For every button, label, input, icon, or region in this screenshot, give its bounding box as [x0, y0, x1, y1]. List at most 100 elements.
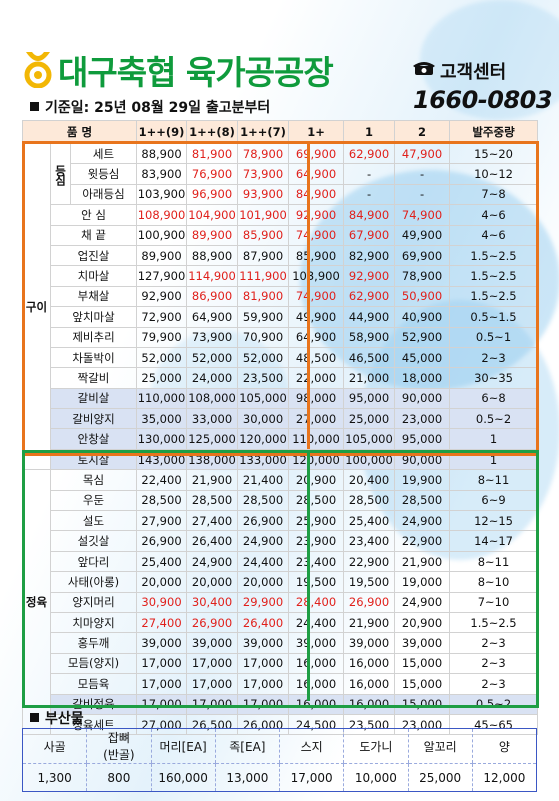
- order-weight-cell: 1.5~2.5: [449, 611, 539, 634]
- item-name: 윗등심: [69, 163, 138, 185]
- price-cell: 90,000: [394, 387, 451, 410]
- price-cell: 85,900: [237, 224, 290, 246]
- item-name: 짝갈비: [49, 367, 138, 389]
- byproduct-header: 양: [471, 728, 537, 764]
- table-row: 홍두깨 39,000 39,000 39,000 39,000 39,000 39,000 2…: [23, 632, 539, 654]
- price-cell: 130,000: [136, 428, 188, 450]
- table-row: 업진살 89,900 88,900 87,900 85,900 82,900 69,900 1…: [23, 244, 539, 267]
- price-cell: 92,900: [136, 285, 188, 308]
- item-name: 갈비양지: [49, 408, 138, 430]
- price-cell: 24,900: [186, 550, 239, 573]
- phone-icon: [413, 62, 435, 75]
- byproduct-header: 스지: [278, 728, 344, 764]
- price-cell: 59,900: [237, 306, 290, 328]
- price-cell: 15,000: [394, 673, 451, 695]
- order-weight-cell: 6~9: [449, 489, 539, 512]
- order-weight-cell: 0.5~2: [449, 408, 539, 430]
- byproduct-header: 도가니: [343, 728, 408, 764]
- order-weight-cell: 7~10: [449, 591, 539, 613]
- price-cell: 39,000: [237, 632, 290, 654]
- price-cell: 16,000: [288, 673, 345, 695]
- price-cell: 35,000: [136, 408, 188, 430]
- price-cell: 92,900: [288, 204, 345, 226]
- price-cell: 86,900: [186, 285, 239, 308]
- price-cell: 27,900: [136, 510, 188, 532]
- price-cell: 88,900: [186, 244, 239, 267]
- price-cell: 72,900: [136, 306, 188, 328]
- item-name: 우둔: [49, 489, 138, 512]
- price-cell: 78,900: [237, 142, 290, 165]
- price-cell: 16,000: [288, 652, 345, 675]
- price-cell: 47,900: [394, 142, 451, 165]
- table-row: 짝갈비 25,000 24,000 23,500 22,000 21,000 18,000 3…: [23, 367, 539, 389]
- price-cell: 74,900: [288, 285, 345, 308]
- item-name: 앞다리: [49, 550, 138, 573]
- table-row: 정육 목심 22,400 21,900 21,400 20,900 20,400 19,900…: [22, 469, 539, 736]
- table-row: 앞치마살 72,900 64,900 59,900 49,900 44,900 40,900…: [23, 306, 539, 328]
- item-name: 토시살: [49, 448, 138, 471]
- byproduct-header: 머리[EA]: [150, 728, 216, 764]
- price-cell: 24,000: [186, 367, 239, 389]
- gui-divider: [307, 143, 310, 449]
- order-weight-cell: 4~6: [449, 224, 539, 246]
- table-row: 차돌박이 52,000 52,000 52,000 48,500 46,500 45,000…: [23, 346, 539, 369]
- order-weight-cell: 8~11: [449, 550, 539, 573]
- price-cell: 21,000: [343, 367, 396, 389]
- order-weight-cell: 0.5~2: [449, 693, 539, 715]
- price-cell: 20,000: [186, 571, 239, 593]
- price-cell: 23,000: [394, 408, 451, 430]
- table-row: 윗등심 83,900 76,900 73,900 64,900- -10~12: [23, 163, 539, 185]
- price-cell: -: [394, 183, 451, 206]
- price-cell: 28,500: [136, 489, 188, 512]
- table-row: 아래등심 103,900 96,900 93,900 84,900- -7~8: [23, 183, 539, 206]
- subgroup-label-deungsim: 등심: [50, 142, 71, 206]
- price-cell: 17,000: [186, 652, 239, 675]
- order-weight-cell: 2~3: [449, 632, 539, 654]
- price-cell: 103,900: [136, 183, 188, 206]
- order-weight-cell: 1: [449, 448, 539, 471]
- group-label-jeongyuk: 정육: [22, 469, 51, 736]
- price-cell: 98,000: [288, 387, 345, 410]
- price-cell: 108,900: [136, 204, 188, 226]
- price-cell: 95,000: [343, 387, 396, 410]
- order-weight-cell: 1.5~2.5: [449, 244, 539, 267]
- price-cell: 30,000: [237, 408, 290, 430]
- price-cell: 19,000: [394, 571, 451, 593]
- price-cell: 87,900: [237, 244, 290, 267]
- price-cell: 104,900: [186, 204, 239, 226]
- price-cell: 96,900: [186, 183, 239, 206]
- price-cell: 73,900: [237, 163, 290, 185]
- byproduct-price: 12,000: [471, 763, 537, 792]
- item-name: 모듬육: [49, 673, 138, 695]
- brand-title: 대구축협 육가공공장: [58, 53, 334, 92]
- price-cell: 44,900: [343, 306, 396, 328]
- item-name: 모듬(양지): [49, 652, 138, 675]
- price-cell: 20,000: [136, 571, 188, 593]
- table-row: 갈비양지 35,000 33,000 30,000 27,000 25,000 23,000…: [23, 408, 539, 430]
- table-row: 치마살 127,900 114,900 111,900 103,900 92,900 78,…: [23, 265, 539, 287]
- group-label-gui: 구이: [22, 142, 51, 471]
- item-name: 설도: [49, 510, 138, 532]
- price-cell: 22,000: [288, 367, 345, 389]
- price-cell: 108,000: [186, 387, 239, 410]
- price-cell: 16,000: [343, 652, 396, 675]
- price-cell: 70,900: [237, 326, 290, 348]
- price-cell: 82,900: [343, 244, 396, 267]
- price-cell: 17,000: [186, 693, 239, 715]
- price-cell: -: [343, 163, 396, 185]
- header: 대구축협 육가공공장 고객센터 1660-0803 기준일: 25년 08월 2…: [0, 0, 559, 120]
- price-cell: 27,400: [136, 611, 188, 634]
- item-name: 양지머리: [49, 591, 138, 613]
- price-cell: 27,400: [186, 510, 239, 532]
- price-cell: 105,000: [237, 387, 290, 410]
- byproduct-header: 잡뼈 (반골): [86, 728, 151, 764]
- price-cell: 22,400: [136, 469, 188, 491]
- price-cell: 58,900: [343, 326, 396, 348]
- price-cell: 49,900: [394, 224, 451, 246]
- price-cell: 28,500: [237, 489, 290, 512]
- order-weight-cell: 6~8: [449, 387, 539, 410]
- byproduct-price: 17,000: [278, 763, 344, 792]
- price-cell: 69,900: [394, 244, 451, 267]
- order-weight-cell: 0.5~1: [449, 326, 539, 348]
- item-name: 채 끝: [49, 224, 138, 246]
